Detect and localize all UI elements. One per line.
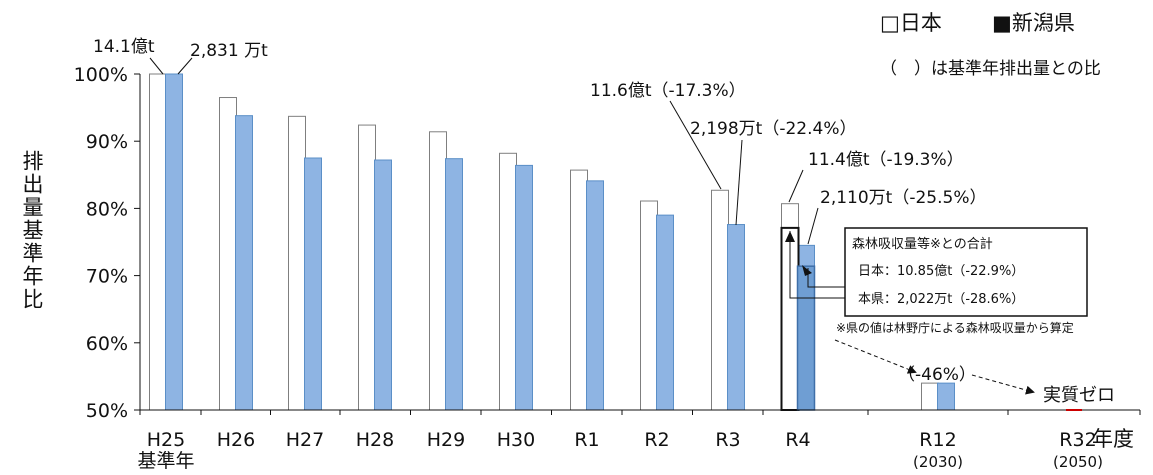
x-tick-label: R3: [715, 429, 740, 451]
bar-japan-r12: [921, 382, 939, 411]
x-tick-label: H28: [356, 429, 394, 451]
y-tick-label: 90%: [86, 131, 128, 153]
base-japan-leader: [149, 57, 164, 75]
bar-niigata-h26: [235, 115, 253, 411]
sink-box-title: 森林吸収量等※との合計: [852, 236, 993, 252]
r4-niigata-label: 2,110万t（-25.5%）: [820, 188, 986, 208]
bar-japan-h28: [358, 124, 376, 411]
x-tick-label: H26: [217, 429, 255, 451]
x-tick-sublabel: (2050): [1053, 453, 1103, 471]
x-tick-sublabel: (2030): [913, 453, 963, 471]
sink-box-japan: 日本：10.85億t（-22.9%）: [858, 263, 1024, 279]
bar-japan-h29: [429, 131, 447, 411]
x-tick-label: R4: [785, 429, 810, 451]
trajectory-arrow-2050: [971, 374, 1035, 395]
legend-item-niigata: ■新潟県: [992, 11, 1075, 35]
bar-niigata-r3: [727, 224, 745, 411]
x-axis-label: 年度: [1092, 427, 1134, 451]
sink-connectors: [785, 231, 845, 299]
y-tick-label: 100%: [74, 64, 128, 86]
bar-niigata-r12: [937, 382, 955, 411]
bar-japan-h27: [288, 115, 306, 411]
footnote: ※県の値は林野庁による森林吸収量から算定: [836, 320, 1074, 335]
r3-japan-label: 11.6億t（-17.3%）: [590, 81, 746, 101]
y-tick-label: 80%: [86, 198, 128, 220]
bar-japan-r3: [711, 189, 729, 411]
r4-japan-leader: [788, 169, 804, 203]
bar-japan-r1: [570, 169, 588, 411]
target-2050-label: 実質ゼロ: [1043, 385, 1115, 406]
y-tick-label: 50%: [86, 400, 128, 422]
y-tick-label: 60%: [86, 333, 128, 355]
base-japan-label: 14.1億t: [93, 37, 155, 57]
x-tick-label: R32: [1059, 429, 1096, 451]
legend-note: （ ）は基準年排出量との比: [880, 59, 1101, 79]
bar-japan-r2: [640, 200, 658, 411]
bar-niigata-h30: [515, 164, 533, 411]
legend: □日本 ■新潟県 （ ）は基準年排出量との比: [880, 11, 1101, 79]
bar-niigata-r1: [586, 180, 604, 411]
x-tick-label: R12: [919, 429, 956, 451]
target-2030-label: （-46%）: [898, 365, 976, 385]
x-tick-label: H25: [147, 429, 185, 451]
y-axis-label: 排出量基準年比: [20, 150, 44, 311]
x-tick-label: R2: [644, 429, 669, 451]
x-tick-label: H29: [427, 429, 465, 451]
x-tick-label: H30: [497, 429, 535, 451]
bar-niigata-h25: [165, 73, 183, 411]
bar-japan-h25: [149, 73, 167, 411]
base-niigata-label: 2,831 万t: [190, 41, 268, 61]
y-axis-ticks: 100% 90% 80% 70% 60% 50%: [74, 64, 141, 422]
y-tick-label: 70%: [86, 266, 128, 288]
base-niigata-leader: [177, 57, 193, 75]
r4-japan-label: 11.4億t（-19.3%）: [808, 150, 964, 170]
bars: [149, 73, 955, 411]
bar-niigata-r2: [656, 214, 674, 411]
r3-niigata-label: 2,198万t（-22.4%）: [690, 119, 856, 139]
legend-item-japan: □日本: [880, 11, 942, 35]
bar-niigata-h28: [374, 159, 392, 411]
r4-niigata-leader: [807, 207, 819, 245]
bar-niigata-h27: [304, 157, 322, 411]
r3-japan-leader: [669, 100, 722, 190]
bar-niigata-r4-with-sink: [796, 265, 816, 411]
bar-niigata-h29: [445, 158, 463, 411]
x-tick-sublabel: 基準年: [137, 450, 194, 472]
bar-japan-h26: [219, 97, 237, 411]
x-tick-label: R1: [574, 429, 599, 451]
forest-sink-box: 森林吸収量等※との合計 日本：10.85億t（-22.9%） 本県：2,022万…: [844, 227, 1088, 317]
x-tick-label: H27: [286, 429, 324, 451]
trajectory-arrow-2030: [834, 339, 917, 374]
bar-japan-h30: [499, 152, 517, 411]
sink-box-niigata: 本県：2,022万t（-28.6%）: [858, 292, 1024, 307]
r3-niigata-leader: [735, 139, 743, 226]
